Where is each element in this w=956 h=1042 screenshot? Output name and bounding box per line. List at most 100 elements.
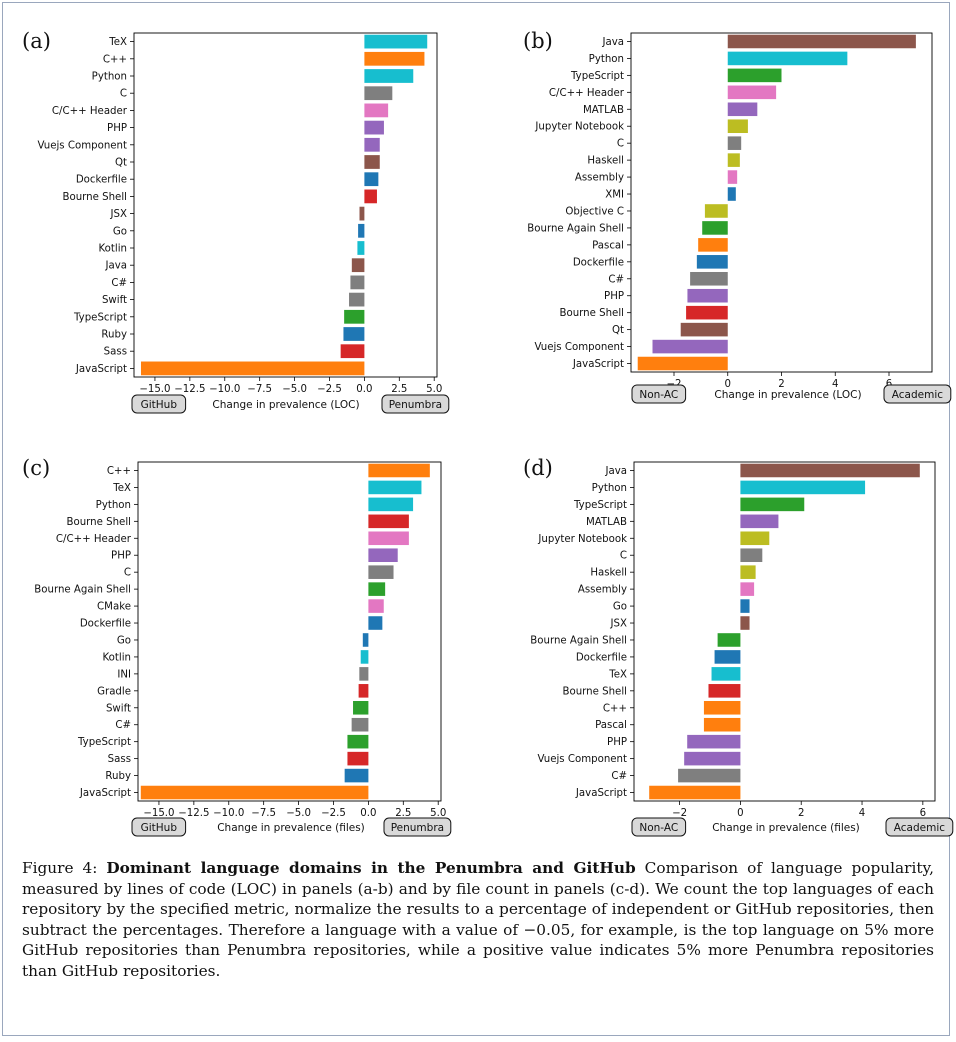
category-label: Jupyter Notebook [534, 122, 624, 133]
category-label: Ruby [105, 771, 131, 782]
left-badge-text: Non-AC [639, 389, 678, 401]
category-label: C# [608, 274, 624, 285]
category-label: Bourne Again Shell [527, 223, 624, 234]
category-label: Bourne Shell [562, 686, 627, 697]
bar [344, 768, 369, 783]
x-tick-label: 0 [737, 808, 743, 819]
category-label: PHP [604, 291, 624, 302]
bar [684, 751, 741, 766]
bar [680, 322, 728, 337]
x-tick-label: −7.5 [251, 808, 276, 819]
bar [714, 650, 741, 664]
right-badge-text: Penumbra [389, 399, 442, 411]
x-tick-label: 0.0 [360, 808, 376, 819]
category-label: Go [117, 635, 131, 646]
bar [740, 616, 750, 630]
category-label: C [124, 568, 131, 579]
bar [140, 361, 365, 376]
category-label: JSX [610, 619, 627, 630]
bar [690, 271, 728, 286]
bar [368, 582, 386, 596]
category-label: Python [592, 483, 627, 494]
bar [343, 327, 365, 341]
left-badge-text: GitHub [141, 822, 178, 834]
category-label: Pascal [595, 720, 627, 731]
category-label: Haskell [587, 156, 624, 167]
category-label: MATLAB [583, 105, 624, 116]
bar [740, 497, 805, 512]
bar [364, 103, 389, 118]
plot-frame [137, 461, 442, 802]
bar [704, 204, 728, 218]
category-label: Swift [106, 703, 131, 714]
category-label: Bourne Shell [66, 517, 131, 528]
category-label: Assembly [578, 585, 627, 596]
x-tick-label: 4 [859, 808, 865, 819]
bar [717, 633, 741, 647]
bar [347, 734, 369, 749]
bar [727, 119, 748, 134]
bar [368, 497, 414, 512]
bar [140, 785, 369, 800]
category-label: TypeScript [73, 312, 127, 323]
bar [708, 684, 741, 698]
category-label: Go [113, 226, 127, 237]
x-tick-label: −7.5 [247, 384, 272, 395]
category-label: INI [117, 669, 131, 680]
category-label: Sass [108, 754, 131, 765]
x-tick-label: −10.0 [213, 808, 244, 819]
bar [362, 633, 369, 647]
category-label: Swift [102, 295, 127, 306]
panel-label: (a) [22, 29, 51, 53]
bar [686, 305, 728, 320]
category-label: TeX [108, 37, 127, 48]
bar [727, 136, 742, 150]
category-label: Dockerfile [576, 652, 627, 663]
caption-prefix: Figure 4: [22, 859, 107, 877]
category-label: PHP [111, 551, 131, 562]
x-tick-label: −12.5 [174, 384, 205, 395]
bar [727, 85, 777, 100]
x-tick-label: 2.5 [391, 384, 407, 395]
bar [740, 463, 920, 478]
bar [364, 120, 384, 135]
category-label: Qt [612, 325, 624, 336]
x-axis-label: Change in prevalence (LOC) [714, 389, 861, 401]
category-label: Dockerfile [76, 175, 127, 186]
right-badge-text: Penumbra [391, 822, 444, 834]
bar [368, 616, 383, 630]
bar [364, 155, 380, 169]
category-label: Bourne Again Shell [34, 585, 131, 596]
category-label: Dockerfile [80, 619, 131, 630]
bar [698, 238, 728, 252]
chart-panel-0: (a) TeX C++ Python C C/C++ Header PHP Vuejs Com… [22, 29, 450, 414]
category-label: JavaScript [75, 364, 127, 375]
category-label: Bourne Shell [559, 308, 624, 319]
bar [364, 172, 379, 187]
panel-label: (c) [22, 456, 50, 480]
x-tick-label: −2 [672, 808, 687, 819]
x-tick-label: −5.0 [282, 384, 307, 395]
bar [340, 344, 365, 359]
bar [740, 480, 866, 495]
bar [368, 565, 394, 579]
bar [368, 531, 409, 546]
bar [740, 548, 763, 563]
bar [687, 734, 741, 749]
category-label: JSX [110, 209, 127, 220]
category-label: Java [601, 37, 624, 48]
chart-panel-1: (b) Java Python TypeScript C/C++ Header MATLA… [523, 29, 952, 404]
category-label: C [617, 139, 624, 150]
category-label: C/C++ Header [56, 534, 132, 545]
chart-panel-2: (c) C++ TeX Python Bourne Shell C/C++ Header P… [22, 456, 452, 837]
plot-frame [633, 461, 936, 802]
category-label: TypeScript [77, 737, 131, 748]
bar [364, 34, 428, 49]
charts-canvas: (a) TeX C++ Python C C/C++ Header PHP Vuejs Com… [22, 29, 954, 837]
category-label: Vuejs Component [534, 342, 624, 353]
plot-frame [630, 32, 933, 373]
bar [703, 700, 741, 715]
left-badge [131, 817, 187, 837]
category-label: XMI [605, 190, 624, 201]
x-tick-label: 2.5 [395, 808, 411, 819]
